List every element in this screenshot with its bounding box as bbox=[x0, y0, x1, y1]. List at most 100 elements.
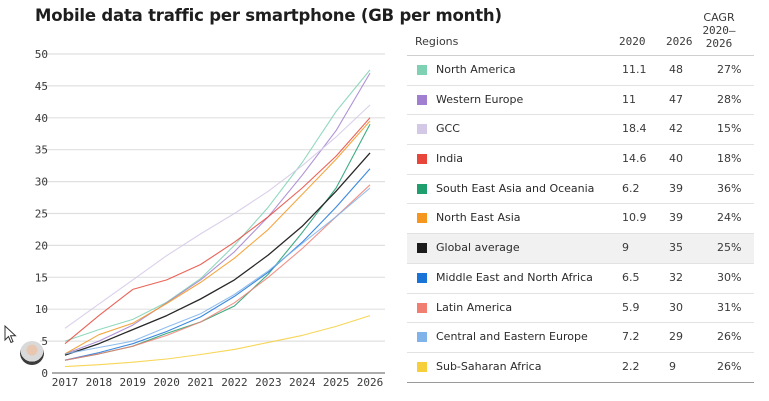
header-2020: 2020 bbox=[619, 35, 646, 48]
value-cagr: 15% bbox=[717, 122, 742, 136]
table-row: Western Europe 11 47 28% bbox=[407, 86, 754, 116]
table-row: Middle East and North Africa 6.5 32 30% bbox=[407, 264, 754, 294]
legend-swatch bbox=[417, 361, 427, 372]
legend-swatch bbox=[417, 183, 427, 194]
legend-swatch bbox=[417, 213, 427, 224]
y-tick-label: 5 bbox=[41, 335, 48, 348]
regions-table: Regions 2020 2026 CAGR 2020– 2026 North … bbox=[407, 8, 754, 383]
value-cagr: 26% bbox=[717, 330, 742, 344]
table-row: Global average 9 35 25% bbox=[407, 234, 754, 264]
table-header: Regions 2020 2026 CAGR 2020– 2026 bbox=[407, 8, 754, 56]
x-tick-label: 2026 bbox=[357, 376, 384, 389]
y-tick-label: 30 bbox=[35, 176, 48, 189]
value-cagr: 27% bbox=[717, 63, 742, 76]
header-regions: Regions bbox=[415, 35, 459, 48]
value-2026: 39 bbox=[669, 211, 683, 225]
series-line-central-and-eastern-europe bbox=[64, 187, 371, 355]
header-cagr-line1: CAGR bbox=[703, 11, 735, 24]
x-tick-label: 2018 bbox=[86, 376, 113, 389]
value-cagr: 24% bbox=[717, 211, 742, 225]
series-line-latin-america bbox=[64, 184, 371, 361]
legend-swatch bbox=[417, 154, 427, 165]
y-tick-label: 35 bbox=[35, 144, 48, 157]
x-tick-label: 2021 bbox=[187, 376, 214, 389]
y-tick-label: 45 bbox=[35, 80, 48, 93]
region-name: GCC bbox=[436, 122, 460, 136]
value-2020: 18.4 bbox=[622, 122, 647, 136]
series-line-global-average bbox=[64, 152, 371, 356]
x-tick-label: 2020 bbox=[153, 376, 180, 389]
region-name: Latin America bbox=[436, 300, 513, 314]
x-tick-label: 2025 bbox=[323, 376, 350, 389]
table-row: North East Asia 10.9 39 24% bbox=[407, 204, 754, 235]
value-2020: 10.9 bbox=[622, 211, 647, 225]
value-cagr: 18% bbox=[717, 152, 742, 166]
region-name: North East Asia bbox=[436, 211, 521, 225]
value-2020: 6.5 bbox=[622, 270, 640, 284]
region-name: Middle East and North Africa bbox=[436, 270, 593, 284]
y-tick-label: 20 bbox=[35, 239, 48, 252]
series-line-middle-east-and-north-africa bbox=[64, 168, 371, 361]
value-2026: 39 bbox=[669, 181, 683, 195]
presenter-avatar bbox=[20, 341, 44, 365]
x-tick-label: 2019 bbox=[120, 376, 147, 389]
legend-swatch bbox=[417, 65, 427, 75]
x-tick-label: 2023 bbox=[255, 376, 282, 389]
value-2020: 6.2 bbox=[622, 181, 640, 195]
region-name: Central and Eastern Europe bbox=[436, 330, 588, 344]
value-2026: 35 bbox=[669, 241, 683, 255]
chart-title: Mobile data traffic per smartphone (GB p… bbox=[35, 6, 502, 25]
region-name: Western Europe bbox=[436, 92, 524, 106]
series-line-india bbox=[64, 117, 371, 345]
header-cagr-line2: 2020– bbox=[702, 24, 736, 37]
mouse-pointer-icon bbox=[4, 325, 17, 344]
y-axis-ticks: 0 5 10 15 20 25 30 35 40 45 50 bbox=[35, 48, 48, 380]
region-name: Global average bbox=[436, 241, 520, 255]
table-body: North America 11.1 48 27% Western Europe 11 47… bbox=[407, 56, 754, 383]
value-2026: 30 bbox=[669, 300, 683, 314]
table-row: India 14.6 40 18% bbox=[407, 145, 754, 175]
header-cagr: CAGR 2020– 2026 bbox=[698, 11, 740, 50]
region-name: South East Asia and Oceania bbox=[436, 181, 595, 195]
value-2020: 11.1 bbox=[622, 63, 647, 76]
value-cagr: 30% bbox=[717, 270, 742, 284]
series-lines bbox=[64, 69, 371, 368]
region-name: India bbox=[436, 152, 463, 166]
legend-swatch bbox=[417, 272, 427, 283]
value-2020: 2.2 bbox=[622, 359, 640, 373]
table-row: Central and Eastern Europe 7.2 29 26% bbox=[407, 323, 754, 353]
region-name: North America bbox=[436, 63, 516, 76]
series-line-western-europe bbox=[64, 72, 371, 355]
y-tick-label: 10 bbox=[35, 303, 48, 316]
value-2026: 9 bbox=[669, 359, 676, 373]
y-tick-label: 0 bbox=[41, 367, 48, 380]
value-2026: 48 bbox=[669, 63, 683, 76]
value-2026: 47 bbox=[669, 92, 683, 106]
series-line-gcc bbox=[64, 104, 371, 329]
header-2026: 2026 bbox=[666, 35, 693, 48]
table-row: GCC 18.4 42 15% bbox=[407, 115, 754, 146]
value-cagr: 31% bbox=[717, 300, 742, 314]
x-axis-ticks: 2017 2018 2019 2020 2021 2022 2023 2024 2025 2026 bbox=[52, 376, 384, 389]
x-tick-label: 2017 bbox=[52, 376, 79, 389]
value-2026: 32 bbox=[669, 270, 683, 284]
x-tick-label: 2022 bbox=[221, 376, 248, 389]
y-tick-label: 15 bbox=[35, 271, 48, 284]
legend-swatch bbox=[417, 243, 427, 254]
region-name: Sub-Saharan Africa bbox=[436, 359, 542, 373]
gridlines bbox=[40, 53, 385, 342]
legend-swatch bbox=[417, 94, 427, 105]
series-line-north-east-asia bbox=[64, 120, 371, 355]
value-cagr: 26% bbox=[717, 359, 742, 373]
header-cagr-line3: 2026 bbox=[705, 37, 733, 50]
value-2020: 7.2 bbox=[622, 330, 640, 344]
y-tick-label: 25 bbox=[35, 208, 48, 221]
series-line-sub-saharan-africa bbox=[64, 315, 371, 368]
value-cagr: 28% bbox=[717, 92, 742, 106]
x-tick-label: 2024 bbox=[289, 376, 316, 389]
value-cagr: 36% bbox=[717, 181, 742, 195]
legend-swatch bbox=[417, 332, 427, 343]
value-2020: 11 bbox=[622, 92, 636, 106]
value-cagr: 25% bbox=[717, 241, 742, 255]
